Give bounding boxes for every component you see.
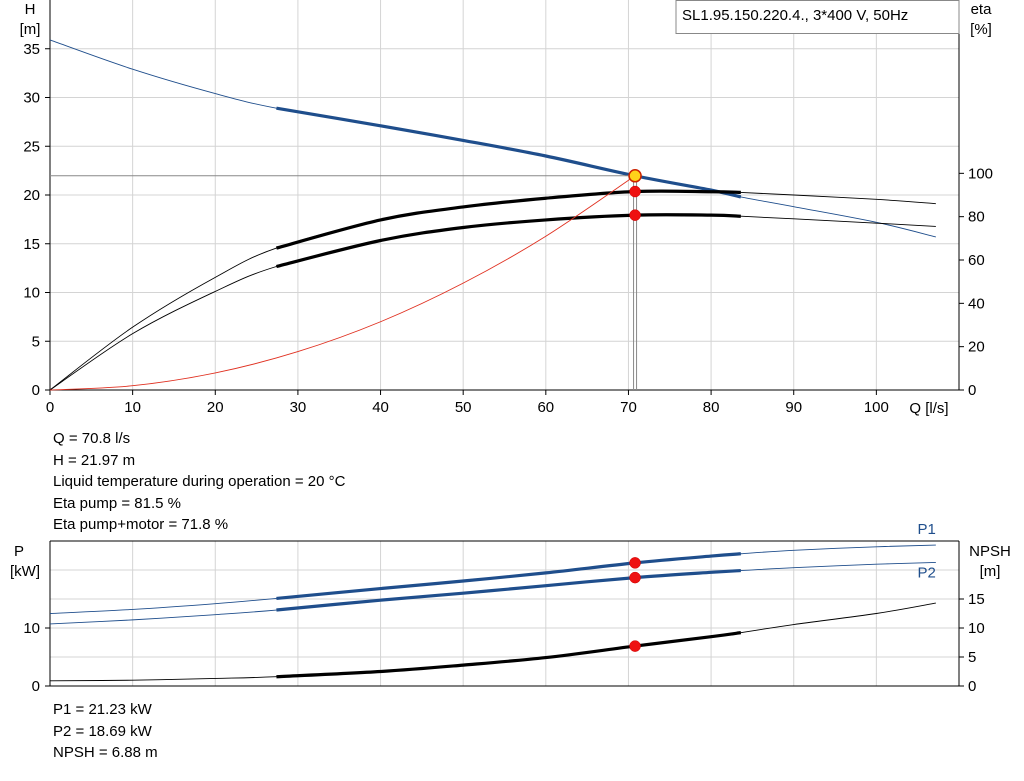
pump-curve-series-h-line [49,39,936,238]
pump-curve-y2tick-label: 80 [968,209,985,226]
pump-curve-xtick-label: 70 [620,399,637,416]
pump-curve-x-axis-label: Q [l/s] [909,400,948,417]
power-npsh-marker-point [629,571,641,584]
duty-point-info: Q = 70.8 l/s H = 21.97 m Liquid temperat… [53,428,345,536]
pump-curve-xtick-label: 80 [703,399,720,416]
pump-curve-y-axis-unit: [m] [20,21,41,38]
power-npsh-y2tick-label: 10 [968,620,985,637]
info-eta-pump-motor: Eta pump+motor = 71.8 % [53,516,229,533]
power-npsh-series-p1-operating-range [276,552,741,601]
pump-curve-ytick-label: 10 [23,285,40,302]
pump-curve-y2tick-label: 0 [968,382,976,399]
pump-curve-xtick-label: 20 [207,399,224,416]
pump-curve-y2tick-label: 100 [968,165,993,182]
pump-curve-y2tick-label: 60 [968,252,985,269]
pump-curve-series-eta-pump-motor-operating-range [276,213,741,269]
info-p2: P2 = 18.69 kW [53,722,152,740]
power-npsh-y2tick-label: 0 [968,678,976,695]
pump-curve-y-axis-label: H [25,1,36,18]
power-npsh-series-p2-operating-range [276,568,741,612]
pump-curve-series-eta-pump-motor-line [49,214,936,391]
pump-curve-legend-text: SL1.95.150.220.4., 3*400 V, 50Hz [682,7,908,24]
pump-curve-legend-box [675,0,960,34]
pump-curve-marker-point [629,209,641,221]
pump-curve-ytick-label: 35 [23,41,40,58]
power-npsh-series-p1-label: P1 [918,521,936,538]
pump-curve-ytick-label: 0 [32,382,40,399]
pump-curve-y2-axis-unit: [%] [970,21,992,38]
power-npsh-marker-point [629,640,641,652]
power-npsh-y2tick-label: 15 [968,591,985,608]
info-temperature: Liquid temperature during operation = 20… [53,473,346,490]
pump-curve-duty-point-marker [628,169,642,183]
pump-curve-xtick-label: 90 [785,399,802,416]
power-npsh-y2-axis-unit: [m] [980,563,1001,580]
pump-curve-ytick-label: 15 [23,236,40,253]
pump-curve-series-eta-pump-operating-range [276,189,741,250]
info-eta-pump: Eta pump = 81.5 % [53,494,181,512]
pump-curve-y2tick-label: 20 [968,339,985,356]
pump-curve-ytick-label: 5 [32,333,40,350]
power-npsh-marker-point [629,557,641,569]
pump-curve-xtick-label: 50 [455,399,472,416]
pump-curve-ytick-label: 20 [23,187,40,204]
power-npsh-y-axis-unit: [kW] [10,563,40,580]
info-p1: P1 = 21.23 kW [53,701,152,718]
info-flow: Q = 70.8 l/s [53,430,131,447]
pump-curve-xtick-label: 0 [46,399,54,416]
power-npsh-y2-axis-label: NPSH [969,543,1011,560]
power-npsh-series-npsh-line [49,602,936,682]
info-npsh: NPSH = 6.88 m [53,744,158,761]
power-npsh-ytick-label: 0 [32,678,40,695]
pump-curve-y2-axis-label: eta [971,1,993,18]
power-npsh-y-axis-label: P [14,543,24,560]
power-npsh-series-p2-label: P2 [918,564,936,581]
pump-curve-ytick-label: 25 [23,138,40,155]
pump-curve-marker-point [629,185,641,198]
pump-curve-xtick-label: 100 [864,399,889,416]
power-npsh-series-p2-line [49,562,936,625]
power-npsh-ytick-label: 10 [23,620,40,637]
pump-curve-ytick-label: 30 [23,90,40,107]
pump-curve-xtick-label: 30 [290,399,307,416]
power-npsh-y2tick-label: 5 [968,649,976,666]
pump-curve-xtick-label: 10 [124,399,141,416]
pump-curve-series-eta-pump-line [49,190,936,391]
power-npsh-series-npsh-operating-range [276,631,742,679]
info-head: H = 21.97 m [53,451,136,469]
pump-curve-y2tick-label: 40 [968,295,985,312]
pump-curve-xtick-label: 60 [537,399,554,416]
power-info: P1 = 21.23 kW P2 = 18.69 kW NPSH = 6.88 … [53,699,158,764]
pump-curve-series-h-operating-range [276,106,742,199]
pump-curve-series-system-curve-line [49,175,636,391]
pump-curve-xtick-label: 40 [372,399,389,416]
